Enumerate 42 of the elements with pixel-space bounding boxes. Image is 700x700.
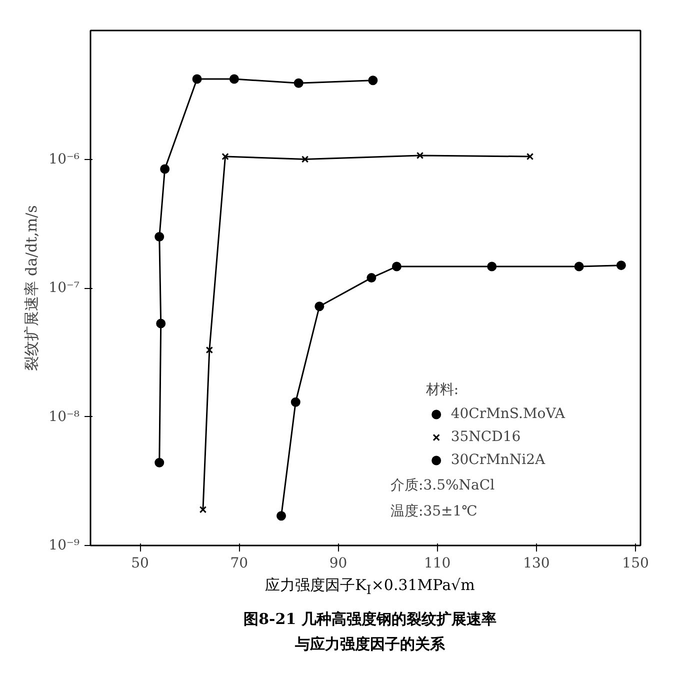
point [199,506,207,514]
y-tick-label: 10⁻⁶ [48,151,80,168]
legend-title: 材料: [426,381,460,399]
point [290,397,300,407]
x-tick-label: 130 [523,556,550,572]
point [366,273,376,283]
point [416,152,424,160]
y-tick-label: 10⁻⁸ [48,408,80,425]
annotation: 温度:35±1℃ [390,504,478,520]
point [368,76,378,86]
point [154,458,164,468]
legend-label: 40CrMnS.MoVA [450,406,565,422]
point [294,78,304,88]
point [160,164,170,174]
point [526,152,534,160]
x-tick-label: 90 [329,556,348,572]
point [229,74,239,84]
point [301,156,309,163]
y-tick-label: 10⁻⁷ [48,280,80,296]
x-tick-label: 150 [622,556,649,572]
point [314,302,324,312]
point [616,260,626,270]
point [487,262,497,272]
text: 图8-21 几种高强度钢的裂纹扩展速率 [244,608,496,630]
text: 与应力强度因子的关系 [294,634,446,656]
x-tick-label: 50 [131,556,149,572]
legend-label: 35NCD16 [450,429,521,445]
x-axis-title: 应力强度因子K$_{I}$×0.31MPa√m [264,575,476,599]
x-tick-label: 70 [230,556,248,572]
x-tick-label: 110 [424,556,451,572]
point [574,262,584,272]
point [156,318,166,328]
point [392,262,402,272]
point [276,511,286,521]
annotation: 介质:3.5%NaCl [390,478,496,494]
y-tick-label: 10⁻⁹ [48,538,80,554]
point [154,232,164,242]
point [206,346,213,354]
point [192,74,202,84]
legend-label: 30CrMnNi2A [450,452,546,468]
point [222,152,229,160]
y-axis-title: 裂纹扩展速率 da/dt,m/s [22,205,41,371]
